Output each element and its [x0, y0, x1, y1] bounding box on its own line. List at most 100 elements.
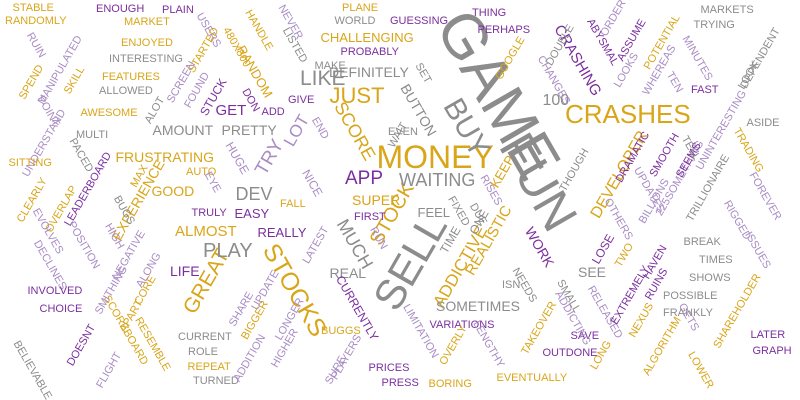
word-dependent: DEPENDENT: [738, 25, 783, 91]
word-plain: PLAIN: [162, 3, 194, 16]
word-almost: ALMOST: [175, 222, 237, 240]
word-world: WORLD: [334, 14, 376, 27]
word-score: SCORE: [330, 98, 380, 164]
word-aside: ASIDE: [746, 116, 780, 129]
word-add: ADD: [261, 105, 285, 118]
word-flight: FLIGHT: [93, 349, 124, 390]
word-position: POSITION: [64, 218, 102, 271]
word-perhaps: PERHAPS: [477, 23, 531, 36]
word-frustrating: FRUSTRATING: [115, 149, 215, 165]
word-plane: PLANE: [342, 1, 379, 14]
word-believable: BELIEVABLE: [10, 338, 55, 400]
word-break: BREAK: [683, 235, 721, 248]
word-stable: STABLE: [12, 1, 54, 14]
word-doesnt: DOESNT: [64, 321, 99, 368]
word-choice: CHOICE: [39, 302, 83, 315]
word-minutes: MINUTES: [679, 33, 715, 83]
word-current: CURRENT: [178, 330, 232, 343]
word-fall: FALL: [280, 197, 306, 210]
word-feel: FEEL: [417, 204, 451, 220]
word-paced: PACED: [66, 135, 95, 174]
word-even: EVEN: [388, 125, 418, 138]
word-pretty: PRETTY: [221, 122, 277, 138]
word-involved: INVOLVED: [27, 284, 83, 297]
word-100: 100: [542, 92, 570, 109]
word-prices: PRICES: [368, 361, 410, 374]
word-later: LATER: [750, 328, 786, 341]
word-fast: FAST: [691, 83, 719, 96]
word-two: TWO: [612, 240, 637, 269]
word-interesting: INTERESTING: [109, 52, 183, 65]
word-dev: DEV: [235, 184, 273, 204]
word-randomly: RANDOMLY: [5, 14, 67, 27]
word-auto: AUTO: [186, 165, 217, 178]
word-trying: TRYING: [693, 18, 735, 31]
word-see: SEE: [578, 264, 607, 280]
word-get: GET: [215, 101, 247, 119]
word-really: REALLY: [257, 224, 307, 240]
word-lose: LOSE: [588, 231, 618, 267]
word-ruin: RUIN: [23, 30, 48, 60]
word-amount: AMOUNT: [152, 122, 214, 138]
word-limitation: LIMITATION: [400, 301, 441, 360]
word-press: PRESS: [381, 376, 419, 389]
word-try: TRY: [251, 135, 289, 179]
word-lot: LOT: [279, 110, 313, 150]
word-money: MONEY: [376, 139, 494, 175]
word-buggs: BUGGS: [321, 324, 361, 337]
word-trading: TRADING: [730, 125, 766, 175]
word-ten: TEN: [663, 69, 686, 95]
word-awesome: AWESOME: [80, 106, 138, 119]
word-boring: BORING: [428, 377, 472, 390]
word-give: GIVE: [288, 93, 315, 106]
word-easy: EASY: [234, 205, 270, 221]
word-eventually: EVENTUALLY: [496, 371, 568, 384]
word-role: ROLE: [188, 345, 218, 358]
word-app: APP: [345, 167, 384, 189]
word-players: PLAYERS: [328, 332, 365, 382]
word-market: MARKET: [124, 15, 170, 28]
word-super: SUPER: [352, 192, 401, 208]
word-sitting: SITTING: [8, 156, 52, 169]
word-features: FEATURES: [102, 70, 160, 83]
word-isn: ISN: [502, 278, 521, 291]
word-waiting: WAITING: [399, 170, 476, 190]
word-eye: EYE: [201, 169, 224, 195]
word-variations: VARIATIONS: [429, 318, 495, 331]
word-markets: MARKETS: [700, 3, 754, 16]
word-life: LIFE: [170, 263, 200, 279]
word-repeat: REPEAT: [187, 360, 231, 373]
word-shows: SHOWS: [689, 271, 731, 284]
word-nexus: NEXUS: [626, 300, 657, 340]
word-crashes: CRASHES: [565, 99, 691, 129]
word-end: END: [308, 114, 331, 141]
word-definitely: DEFINITELY: [329, 64, 409, 80]
word-save: SAVE: [570, 329, 600, 342]
word-set: SET: [412, 60, 434, 86]
word-real: REAL: [329, 265, 367, 281]
word-probably: PROBABLY: [340, 45, 400, 58]
word-alot: ALOT: [142, 94, 167, 126]
word-times: TIMES: [699, 253, 733, 266]
word-like: LIKE: [300, 66, 346, 90]
word-much: MUCH: [332, 215, 378, 273]
word-lower: LOWER: [685, 349, 716, 391]
word-forever: FOREVER: [746, 169, 784, 222]
word-enjoyed: ENJOYED: [121, 36, 173, 49]
word-turned: TURNED: [193, 374, 239, 387]
word-truly: TRULY: [191, 206, 227, 219]
word-sometimes: SOMETIMES: [436, 298, 521, 314]
word-just: JUST: [329, 83, 385, 108]
word-nice: NICE: [298, 167, 326, 199]
word-outdone: OUTDONE: [542, 346, 598, 359]
word-enough: ENOUGH: [96, 2, 145, 15]
word-graph: GRAPH: [752, 344, 792, 357]
word-possible: POSSIBLE: [663, 289, 718, 302]
word-huge: HUGE: [222, 139, 252, 177]
word-frankly: FRANKLY: [663, 306, 713, 319]
word-make: MAKE: [314, 59, 346, 72]
word-thing: THING: [472, 6, 507, 19]
word-first: FIRST: [354, 210, 386, 223]
word-multi: MULTI: [76, 128, 109, 141]
